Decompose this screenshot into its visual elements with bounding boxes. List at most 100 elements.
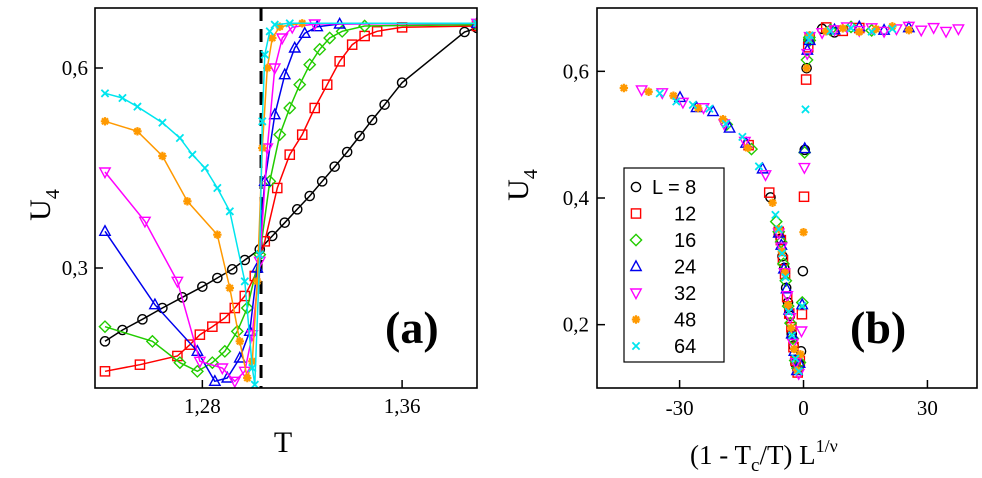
panel-b-point-L48 (888, 22, 897, 31)
panel-b-series (619, 19, 965, 381)
panel-a-point-L32 (138, 216, 152, 229)
panel-a-point-L64 (248, 363, 257, 373)
panel-b-point-L12 (800, 74, 812, 85)
panel-a-point-L16 (273, 128, 287, 142)
panel-a-point-L8 (366, 114, 378, 126)
panel-b: -30 0 30 0,20,40,6 (b) (1 - Tc/T) L1/ν U4 … (502, 7, 978, 476)
panel-a-point-L48 (133, 127, 142, 136)
panel-b-point-L32 (635, 85, 648, 97)
panel-b-point-L64 (867, 27, 876, 36)
panel-a-point-L16 (98, 320, 112, 334)
panel-a-point-L8 (396, 77, 408, 88)
panel-a-point-L16 (230, 324, 244, 338)
panel-a-frame (94, 7, 478, 389)
legend-marker-L48 (631, 315, 641, 324)
panel-a-point-L8 (304, 190, 316, 202)
panel-b-point-L32 (927, 22, 941, 35)
legend-marker-L64 (631, 341, 641, 351)
panel-a-point-L24 (298, 26, 312, 39)
panel-b-y-tick-label: 0,2 (563, 313, 589, 337)
panel-a-point-L32 (193, 356, 207, 369)
panel-a-point-L64 (213, 183, 222, 193)
panel-a-point-L64 (175, 133, 185, 143)
panel-b-point-L64 (784, 307, 794, 317)
panel-a-point-L8 (459, 26, 470, 38)
panel-a-point-L48 (213, 230, 222, 239)
panel-b-point-L48 (780, 268, 790, 277)
panel-a-point-L32 (98, 167, 112, 180)
panel-b-point-L48 (790, 344, 799, 354)
panel-b-point-L12 (798, 191, 810, 203)
panel-a-point-L32 (171, 276, 184, 289)
panel-a-series-L16 (98, 18, 477, 378)
panel-a-point-L8 (354, 130, 365, 142)
panel-b-point-L32 (676, 97, 690, 110)
panel-a-point-L12 (309, 102, 321, 114)
panel-a-point-L16 (335, 24, 349, 38)
panel-a-point-L64 (250, 380, 260, 388)
panel-a-point-L24 (190, 344, 204, 357)
panel-a-y-axis-title-main: U (24, 199, 57, 221)
panel-b-point-L48 (802, 63, 811, 73)
panel-b-y-tick-label: 0,6 (563, 59, 589, 83)
panel-b-point-L32 (738, 136, 752, 149)
panel-b-point-L64 (797, 301, 807, 311)
panel-a-point-L16 (145, 334, 160, 348)
panel-a-point-L12 (296, 129, 308, 140)
legend-box (623, 167, 725, 363)
panel-b-point-L64 (777, 249, 787, 258)
panel-b-x-tick-label: -30 (666, 396, 694, 420)
panel-b-point-L64 (846, 23, 856, 33)
panel-b-x-ticks: -30 0 30 (666, 380, 938, 420)
panel-b-point-L64 (738, 132, 747, 142)
panel-a-point-L48 (243, 373, 252, 383)
panel-a-point-L8 (99, 336, 111, 347)
panel-a-point-L8 (177, 292, 188, 303)
panel-a-point-L8 (291, 204, 303, 215)
panel-b-point-L48 (777, 247, 787, 256)
panel-a-x-tick-label: 1,28 (184, 394, 221, 418)
panel-a-point-L16 (313, 42, 327, 56)
legend-item-L12: 12 (630, 204, 696, 226)
panel-b-point-L24 (877, 23, 891, 35)
panel-b-point-L24 (803, 33, 817, 46)
panel-a-point-L64 (240, 277, 250, 286)
panel-a-point-L32 (215, 363, 229, 376)
panel-a-point-L12 (346, 39, 358, 50)
panel-a-point-L32 (308, 19, 322, 32)
legend-item-L24: 24 (629, 257, 696, 279)
panel-a-point-L16 (190, 364, 204, 378)
panel-b-point-L64 (672, 97, 681, 106)
panel-b-point-L32 (759, 170, 772, 182)
panel-a-label: (a) (385, 302, 439, 353)
panel-a-point-L12 (334, 56, 345, 67)
panel-a-point-L64 (225, 207, 235, 216)
panel-a-x-tick-label: 1,36 (384, 394, 421, 418)
svg-text:U4: U4 (24, 189, 64, 221)
panel-a-point-L64 (270, 20, 280, 29)
panel-a-point-L16 (205, 356, 219, 370)
panel-b-point-L8 (801, 62, 812, 74)
panel-b-point-L64 (787, 331, 797, 340)
panel-a-point-L32 (275, 33, 289, 46)
legend-marker-L32 (629, 288, 643, 301)
panel-b-point-L64 (791, 354, 800, 363)
panel-b-point-L32 (786, 338, 800, 351)
panel-b-point-L64 (705, 104, 714, 113)
panel-a-point-L48 (158, 151, 167, 161)
panel-b-point-L48 (799, 228, 808, 237)
panel-a-x-axis-title: T (274, 426, 292, 459)
panel-a-point-L8 (227, 264, 238, 275)
panel-a-y-ticks: 0,3 0,6 (62, 56, 103, 280)
panel-a-point-L64 (285, 19, 294, 28)
panel-a-point-L12 (194, 329, 206, 340)
legend-label-L64: 64 (674, 336, 696, 358)
panel-a-point-L12 (99, 366, 111, 377)
panel-a-point-L24 (208, 374, 222, 387)
panel-a-point-L12 (321, 79, 333, 90)
panel-a-y-axis-title: U4 (24, 189, 64, 221)
legend: L = 8 12 16 24 32 48 64 (623, 167, 725, 363)
panel-a-point-L48 (225, 283, 235, 293)
panel-a-point-L32 (268, 63, 282, 76)
panel-a-series (98, 16, 477, 388)
